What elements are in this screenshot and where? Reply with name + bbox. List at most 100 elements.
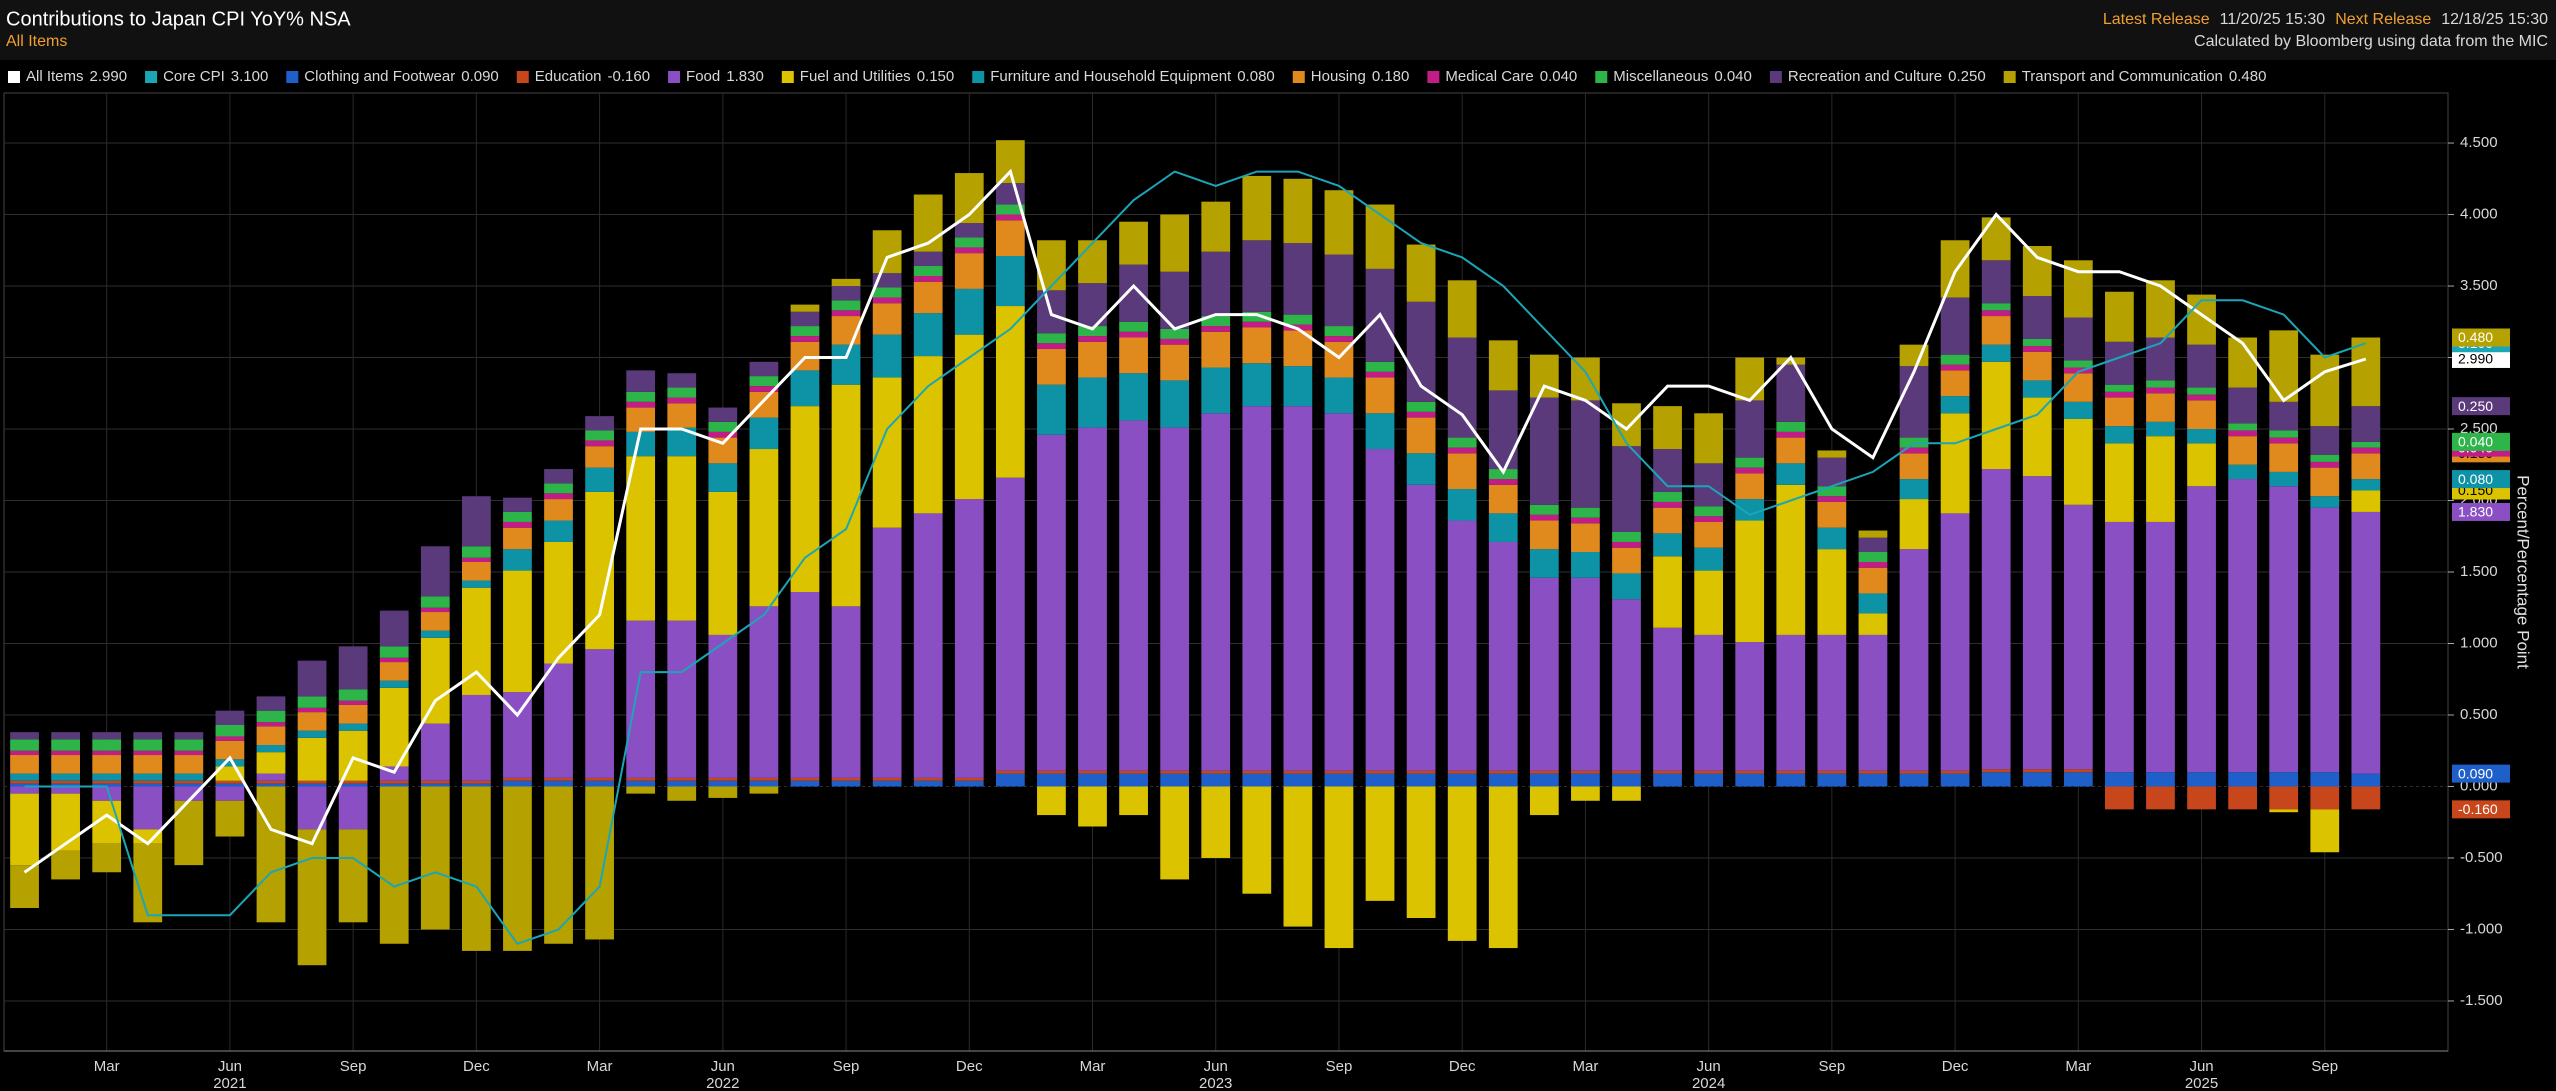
bar-segment (1283, 314, 1313, 325)
bar-segment (1037, 770, 1066, 774)
bar-segment (2063, 360, 2093, 368)
bar-segment (2105, 521, 2134, 773)
value-tag (2452, 502, 2510, 521)
bar-segment (2063, 419, 2093, 505)
bar-segment (831, 777, 861, 781)
year-label: 2023 (1199, 1075, 1232, 1091)
bar-segment (995, 214, 1025, 221)
bar-segment (544, 469, 573, 484)
bar-segment (1365, 377, 1395, 414)
bar-segment (379, 662, 409, 681)
bar-segment (2269, 430, 2299, 438)
bar-segment (51, 786, 80, 794)
bar-segment (420, 607, 450, 613)
bar-segment (2146, 387, 2175, 394)
bar-segment (2228, 337, 2257, 388)
bar-segment (379, 780, 409, 784)
bar-segment (585, 446, 614, 468)
bar-segment (1119, 373, 1148, 421)
bar-segment (1488, 513, 1518, 542)
bar-segment (51, 783, 80, 787)
bar-segment (585, 786, 614, 940)
bar-segment (461, 557, 491, 562)
value-tag (2452, 470, 2510, 489)
bar-segment (1981, 361, 2011, 470)
bar-segment (1776, 463, 1806, 485)
bar-segment (1858, 773, 1888, 787)
line-series (24, 170, 2367, 945)
bar-segment (2310, 809, 2340, 853)
bar-segment (1160, 427, 1190, 771)
bar-segment (1201, 201, 1231, 252)
bar-segment (2187, 429, 2216, 444)
latest-release-date: 11/20/25 15:30 (2220, 11, 2326, 28)
bar-segment (1940, 773, 1970, 787)
bar-segment (420, 630, 450, 638)
bar-segment (708, 786, 738, 798)
bar-segment (1037, 343, 1066, 349)
bar-segment (133, 786, 163, 830)
bar-segment (256, 786, 286, 923)
bar-segment (749, 449, 779, 607)
bar-segment (667, 777, 697, 781)
bar-segment (174, 780, 204, 784)
bar-segment (585, 780, 614, 787)
bar-segment (1324, 190, 1354, 255)
bar-segment (995, 220, 1025, 257)
bar-segment (1529, 520, 1559, 550)
bar-segment (1365, 770, 1395, 774)
bar-segment (420, 780, 450, 784)
bar-segment (1283, 178, 1313, 244)
legend-label: Housing (1311, 68, 1366, 85)
bar-segment (749, 786, 779, 794)
bar-segment (1447, 437, 1477, 448)
bar-segment (872, 287, 902, 298)
bar-segment (626, 620, 656, 778)
bar-segment (1406, 411, 1436, 418)
bar-segment (92, 732, 122, 740)
bar-segment (2310, 786, 2340, 810)
bar-segment (1242, 321, 1272, 328)
bar-segment (92, 755, 122, 774)
year-label: 2021 (213, 1075, 246, 1091)
bar-segment (1037, 384, 1066, 435)
bar-segment (1447, 447, 1477, 454)
bar-segment (2063, 401, 2093, 420)
bar-segment (749, 361, 779, 377)
bar-segment (92, 783, 122, 787)
bar-segment (2146, 436, 2175, 522)
bar-segment (626, 391, 656, 402)
bar-segment (1324, 413, 1354, 771)
bar-segment (1078, 773, 1107, 787)
bar-segment (1406, 770, 1436, 774)
bar-segment (2105, 384, 2134, 392)
bar-segment (2146, 421, 2175, 437)
bar-segment (954, 237, 984, 248)
x-tick-label: Jun (2189, 1058, 2213, 1075)
bar-segment (92, 750, 122, 756)
bar-segment (1694, 547, 1724, 571)
bar-segment (1735, 457, 1765, 468)
bar-segment (379, 786, 409, 944)
legend-swatch (972, 71, 985, 83)
bar-segment (1817, 457, 1847, 487)
bar-segment (133, 773, 163, 781)
bar-segment (1447, 786, 1477, 941)
bar-segment (1817, 634, 1847, 771)
bar-segment (585, 416, 614, 431)
bar-segment (1571, 577, 1600, 771)
bar-segment (954, 777, 984, 781)
bar-segment (585, 649, 614, 778)
bar-segment (1817, 549, 1847, 635)
legend-value: 3.100 (231, 68, 269, 85)
bar-segment (2187, 772, 2216, 787)
bar-segment (338, 783, 368, 787)
bar-segment (1694, 506, 1724, 517)
bar-segment (1242, 770, 1272, 774)
bar-segment (1201, 331, 1231, 368)
bar-segment (1365, 786, 1395, 901)
bar-segment (1529, 397, 1559, 505)
bar-segment (215, 783, 245, 787)
bar-segment (461, 783, 491, 787)
